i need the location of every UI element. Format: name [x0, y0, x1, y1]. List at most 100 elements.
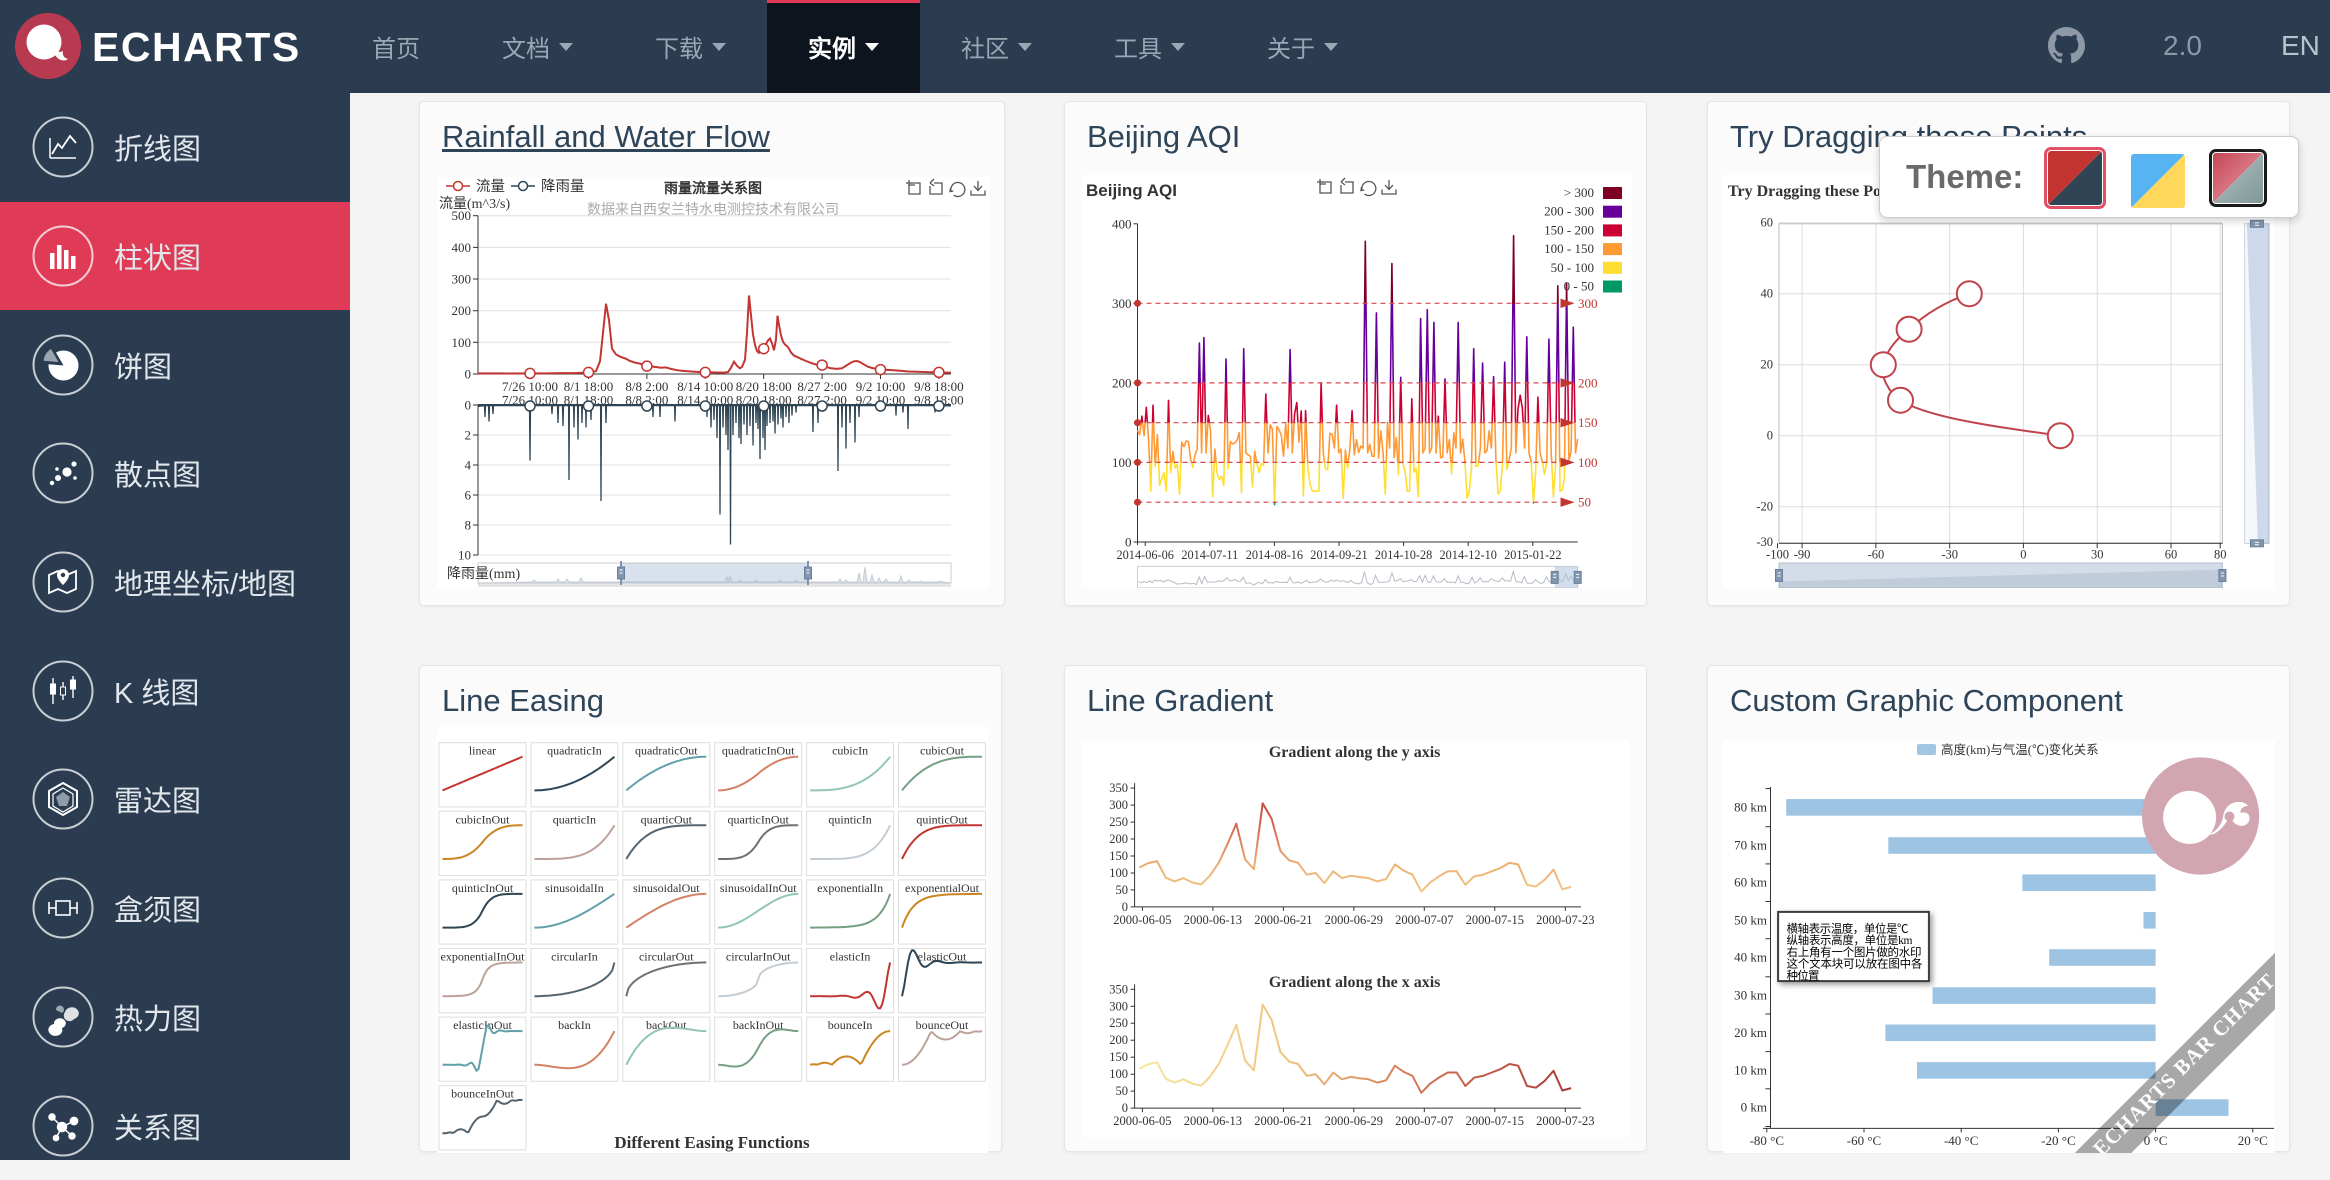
svg-text:100: 100 — [1109, 1067, 1128, 1081]
svg-text:0: 0 — [465, 367, 472, 382]
svg-text:2: 2 — [465, 428, 472, 443]
svg-text:sinusoidalIn: sinusoidalIn — [545, 881, 604, 895]
svg-text:降雨量(mm): 降雨量(mm) — [447, 566, 520, 582]
svg-text:6: 6 — [465, 488, 472, 503]
svg-text:400: 400 — [452, 240, 472, 255]
svg-text:80: 80 — [2214, 547, 2227, 561]
svg-text:100: 100 — [1112, 454, 1132, 469]
svg-text:quinticIn: quinticIn — [828, 812, 871, 826]
svg-text:10 km: 10 km — [1734, 1062, 1767, 1077]
svg-text:200: 200 — [1109, 832, 1128, 846]
svg-text:2014-09-21: 2014-09-21 — [1310, 548, 1367, 562]
svg-text:30: 30 — [2091, 547, 2104, 561]
svg-text:200: 200 — [1109, 1033, 1128, 1047]
svg-text:elasticIn: elasticIn — [830, 950, 871, 964]
svg-text:200 - 300: 200 - 300 — [1544, 203, 1594, 218]
svg-text:8/1 18:00: 8/1 18:00 — [564, 393, 613, 408]
svg-text:降雨量: 降雨量 — [541, 178, 585, 195]
svg-text:2014-12-10: 2014-12-10 — [1440, 548, 1497, 562]
svg-text:150: 150 — [1109, 849, 1128, 863]
svg-text:backInOut: backInOut — [733, 1018, 784, 1032]
svg-text:2000-06-29: 2000-06-29 — [1325, 912, 1383, 926]
svg-text:quadraticInOut: quadraticInOut — [722, 744, 795, 758]
svg-text:-20: -20 — [1756, 499, 1773, 513]
svg-text:8: 8 — [465, 518, 472, 533]
svg-text:20: 20 — [1761, 357, 1774, 371]
svg-text:cubicOut: cubicOut — [920, 744, 965, 758]
svg-text:0 km: 0 km — [1741, 1099, 1767, 1114]
svg-text:400: 400 — [1112, 216, 1132, 231]
svg-text:-80 °C: -80 °C — [1750, 1133, 1784, 1148]
svg-text:bounceIn: bounceIn — [828, 1018, 873, 1032]
svg-text:8/20 18:00: 8/20 18:00 — [736, 393, 792, 408]
svg-text:流量: 流量 — [476, 178, 505, 195]
svg-text:数据来自西安兰特水电测控技术有限公司: 数据来自西安兰特水电测控技术有限公司 — [587, 202, 839, 218]
svg-text:circularInOut: circularInOut — [726, 950, 791, 964]
svg-text:高度(km)与气温(℃)变化关系: 高度(km)与气温(℃)变化关系 — [1941, 742, 2099, 757]
svg-text:quinticOut: quinticOut — [916, 812, 968, 826]
svg-text:200: 200 — [452, 303, 472, 318]
svg-text:150: 150 — [1109, 1050, 1128, 1064]
svg-text:2000-06-21: 2000-06-21 — [1254, 1114, 1312, 1128]
svg-text:2000-06-05: 2000-06-05 — [1113, 1114, 1171, 1128]
svg-text:bounceOut: bounceOut — [916, 1018, 969, 1032]
svg-text:circularOut: circularOut — [639, 950, 694, 964]
svg-text:backIn: backIn — [558, 1018, 591, 1032]
svg-text:50: 50 — [1578, 494, 1591, 509]
svg-text:2000-06-21: 2000-06-21 — [1254, 912, 1312, 926]
svg-text:200: 200 — [1578, 375, 1598, 390]
svg-text:2000-06-05: 2000-06-05 — [1113, 912, 1171, 926]
svg-text:-30: -30 — [1941, 547, 1958, 561]
svg-text:quinticInOut: quinticInOut — [452, 881, 514, 895]
svg-text:4: 4 — [465, 458, 472, 473]
svg-text:elasticOut: elasticOut — [918, 950, 967, 964]
svg-text:exponentialInOut: exponentialInOut — [441, 950, 526, 964]
svg-text:60: 60 — [2165, 547, 2178, 561]
svg-text:300: 300 — [1109, 999, 1128, 1013]
svg-text:0: 0 — [1122, 899, 1128, 913]
svg-text:流量(m^3/s): 流量(m^3/s) — [439, 196, 510, 212]
svg-text:30 km: 30 km — [1734, 987, 1767, 1002]
svg-text:40: 40 — [1761, 286, 1774, 300]
svg-text:8/1 18:00: 8/1 18:00 — [564, 379, 613, 394]
svg-text:9/8 18:00: 9/8 18:00 — [914, 379, 963, 394]
svg-text:60: 60 — [1761, 215, 1774, 229]
svg-text:9/2 10:00: 9/2 10:00 — [856, 393, 905, 408]
svg-text:50 - 100: 50 - 100 — [1551, 259, 1594, 274]
svg-text:backOut: backOut — [646, 1018, 687, 1032]
svg-text:100 - 150: 100 - 150 — [1544, 241, 1594, 256]
svg-text:2000-07-07: 2000-07-07 — [1395, 1114, 1453, 1128]
svg-text:> 300: > 300 — [1564, 185, 1594, 200]
svg-text:quadraticIn: quadraticIn — [547, 744, 602, 758]
svg-text:elasticInOut: elasticInOut — [453, 1018, 512, 1032]
svg-text:Gradient along the x axis: Gradient along the x axis — [1269, 974, 1441, 991]
svg-text:-100: -100 — [1766, 547, 1789, 561]
svg-text:9/8 18:00: 9/8 18:00 — [914, 393, 963, 408]
svg-text:40 km: 40 km — [1734, 949, 1767, 964]
svg-text:200: 200 — [1112, 375, 1132, 390]
svg-text:exponentialOut: exponentialOut — [905, 881, 980, 895]
svg-text:50 km: 50 km — [1734, 912, 1767, 927]
svg-text:300: 300 — [1109, 798, 1128, 812]
svg-text:linear: linear — [469, 744, 496, 758]
svg-text:150 - 200: 150 - 200 — [1544, 222, 1594, 237]
svg-text:300: 300 — [1578, 295, 1598, 310]
svg-text:2000-06-29: 2000-06-29 — [1325, 1114, 1383, 1128]
svg-text:20 °C: 20 °C — [2238, 1133, 2268, 1148]
svg-text:2000-07-15: 2000-07-15 — [1466, 912, 1524, 926]
svg-text:0: 0 — [1767, 428, 1773, 442]
svg-text:8/14 10:00: 8/14 10:00 — [677, 393, 733, 408]
svg-text:2014-07-11: 2014-07-11 — [1181, 548, 1238, 562]
svg-text:250: 250 — [1109, 815, 1128, 829]
svg-text:100: 100 — [1109, 866, 1128, 880]
svg-text:bounceInOut: bounceInOut — [451, 1087, 514, 1101]
svg-text:9/2 10:00: 9/2 10:00 — [856, 379, 905, 394]
svg-text:20 km: 20 km — [1734, 1024, 1767, 1039]
svg-text:7/26 10:00: 7/26 10:00 — [502, 379, 558, 394]
svg-text:70 km: 70 km — [1734, 837, 1767, 852]
svg-text:Gradient along the y axis: Gradient along the y axis — [1269, 744, 1441, 761]
svg-text:-60 °C: -60 °C — [1847, 1133, 1881, 1148]
svg-text:60 km: 60 km — [1734, 874, 1767, 889]
svg-text:80 km: 80 km — [1734, 799, 1767, 814]
svg-text:0: 0 — [1122, 1101, 1128, 1115]
